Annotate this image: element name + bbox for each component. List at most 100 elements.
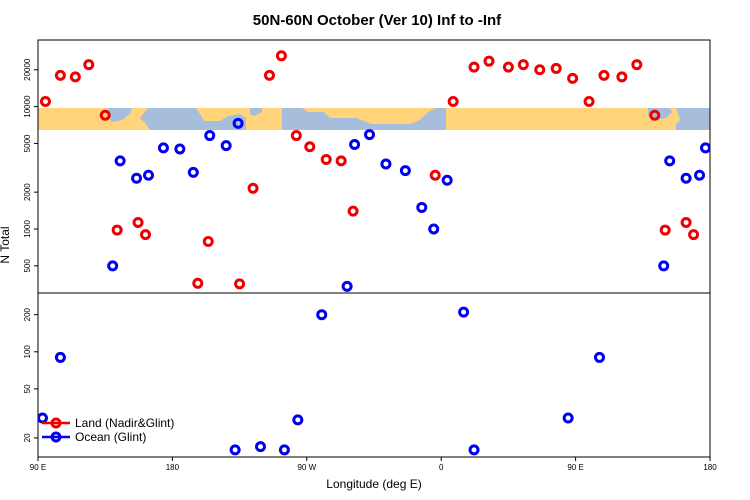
map-ocean-region (108, 108, 132, 122)
land-point (247, 182, 259, 194)
y-tick-label: 1000 (23, 220, 32, 238)
ocean-point (341, 280, 353, 292)
ocean-point (187, 166, 199, 178)
land-point (140, 229, 152, 241)
ocean-point (131, 172, 143, 184)
land-point (631, 59, 643, 71)
map-ocean-region (250, 108, 262, 116)
series-ocean (38, 117, 710, 456)
ocean-point (694, 169, 706, 181)
x-axis-label: Longitude (deg E) (326, 477, 421, 491)
legend-label-ocean: Ocean (Glint) (75, 430, 146, 444)
land-point (263, 69, 275, 81)
plot-frame (37, 39, 711, 458)
map-ocean-region (140, 108, 246, 130)
land-point (616, 71, 628, 83)
land-point (502, 61, 514, 73)
y-tick-label: 2000 (23, 183, 32, 201)
land-point (99, 109, 111, 121)
land-point (335, 155, 347, 167)
ocean-point (593, 351, 605, 363)
x-tick-label: 90 E (30, 463, 46, 472)
ocean-point (316, 309, 328, 321)
x-tick-label: 180 (166, 463, 180, 472)
ocean-point (700, 142, 710, 154)
ocean-point (54, 351, 66, 363)
ocean-point (416, 201, 428, 213)
y-tick-label: 20000 (23, 58, 32, 81)
ocean-point (278, 444, 290, 456)
map-ocean-region (676, 108, 710, 130)
land-point (649, 109, 661, 121)
land-point (54, 69, 66, 81)
y-tick-label: 50 (23, 384, 32, 393)
y-tick-label: 5000 (23, 134, 32, 152)
map-ocean-region (440, 110, 446, 118)
land-point (517, 59, 529, 71)
legend-label-land: Land (Nadir&Glint) (75, 416, 174, 430)
land-point (320, 153, 332, 165)
ocean-point (204, 130, 216, 142)
land-point (275, 50, 287, 62)
map-ocean-region (296, 114, 306, 123)
land-point (534, 64, 546, 76)
y-axis-label: N Total (0, 226, 12, 263)
legend-item-land: Land (Nadir&Glint) (42, 416, 174, 430)
ocean-point (255, 441, 267, 453)
y-tick-label: 500 (23, 259, 32, 273)
ocean-point (174, 143, 186, 155)
land-point (39, 96, 51, 108)
chart-title: 50N-60N October (Ver 10) Inf to -Inf (253, 12, 502, 29)
y-tick-label: 200 (23, 307, 32, 321)
ocean-point (229, 444, 241, 456)
land-point (234, 278, 246, 290)
land-point (429, 169, 441, 181)
land-point (447, 96, 459, 108)
x-axis: 90 E 180 90 W 0 90 E 180 (30, 457, 717, 472)
land-point (583, 96, 595, 108)
y-tick-label: 20 (23, 433, 32, 442)
land-point (132, 217, 144, 229)
land-point (659, 224, 671, 236)
land-point (290, 130, 302, 142)
land-point (688, 229, 700, 241)
ocean-point (680, 172, 692, 184)
series-land (39, 50, 700, 290)
ocean-point (468, 444, 480, 456)
legend-marker-ocean (50, 431, 62, 443)
ocean-point (380, 158, 392, 170)
ocean-point (38, 412, 48, 424)
y-tick-label: 10000 (23, 95, 32, 118)
land-point (567, 72, 579, 84)
ocean-point (349, 139, 361, 151)
ocean-point (399, 165, 411, 177)
ocean-point (458, 306, 470, 318)
y-axis-lower: 20 50 100 200 (23, 307, 38, 442)
ocean-point (232, 117, 244, 129)
ocean-point (364, 129, 376, 141)
ocean-point (143, 169, 155, 181)
ocean-point (658, 260, 670, 272)
land-point (347, 205, 359, 217)
ocean-point (292, 414, 304, 426)
x-tick-label: 90 W (297, 463, 316, 472)
y-tick-label: 100 (23, 345, 32, 359)
land-point (111, 224, 123, 236)
ocean-point (441, 174, 453, 186)
land-point (69, 71, 81, 83)
ocean-point (562, 412, 574, 424)
land-point (483, 55, 495, 67)
x-tick-label: 90 E (567, 463, 583, 472)
x-tick-label: 0 (439, 463, 444, 472)
legend-marker-land (50, 417, 62, 429)
land-point (202, 236, 214, 248)
ocean-point (157, 142, 169, 154)
land-point (304, 141, 316, 153)
land-point (468, 61, 480, 73)
legend-item-ocean: Ocean (Glint) (42, 430, 146, 444)
y-axis-upper: 500 1000 2000 5000 10000 20000 (23, 58, 38, 273)
ocean-point (220, 140, 232, 152)
land-point (598, 69, 610, 81)
map-strip (38, 108, 710, 130)
